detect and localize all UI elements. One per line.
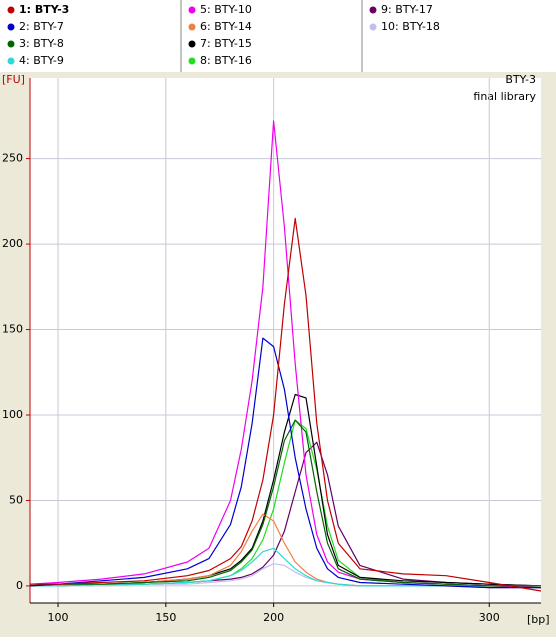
data-line	[29, 337, 541, 589]
legend-label: 2: BTY-7	[19, 20, 64, 33]
legend-label: 5: BTY-10	[200, 3, 252, 16]
y-tick-label: 0	[16, 579, 23, 592]
legend-marker	[7, 6, 15, 14]
legend-label: 7: BTY-15	[200, 37, 252, 50]
y-tick-label: 100	[2, 408, 23, 421]
legend-marker	[7, 23, 15, 31]
x-tick-label: 300	[479, 611, 500, 624]
annotation: final library	[473, 90, 536, 103]
data-line	[30, 547, 541, 587]
legend-label: 3: BTY-8	[19, 37, 64, 50]
legend-label: 10: BTY-18	[381, 20, 440, 33]
legend-label: 1: BTY-3	[19, 3, 69, 16]
legend-marker	[188, 57, 196, 65]
legend-label: 8: BTY-16	[200, 54, 252, 67]
y-tick-label: 250	[2, 152, 23, 165]
legend-marker	[369, 23, 377, 31]
data-line	[30, 217, 542, 592]
y-tick-label: 50	[9, 493, 23, 506]
x-axis-label: [bp]	[527, 613, 550, 626]
x-tick-label: 150	[155, 611, 176, 624]
y-tick-label: 150	[2, 323, 23, 336]
data-line	[29, 419, 541, 587]
legend-marker	[369, 6, 377, 14]
y-tick-label: 200	[2, 237, 23, 250]
legend-label: 9: BTY-17	[381, 3, 433, 16]
legend-marker	[188, 40, 196, 48]
legend-label: 6: BTY-14	[200, 20, 252, 33]
legend-marker	[188, 6, 196, 14]
plot-area	[30, 78, 541, 603]
x-tick-label: 200	[263, 611, 284, 624]
legend-marker	[7, 40, 15, 48]
legend-box	[0, 0, 556, 72]
y-axis-label: [FU]	[2, 73, 25, 86]
legend-marker	[188, 23, 196, 31]
annotation: BTY-3	[505, 73, 536, 86]
x-tick-label: 100	[48, 611, 69, 624]
legend-marker	[7, 57, 15, 65]
legend-label: 4: BTY-9	[19, 54, 64, 67]
